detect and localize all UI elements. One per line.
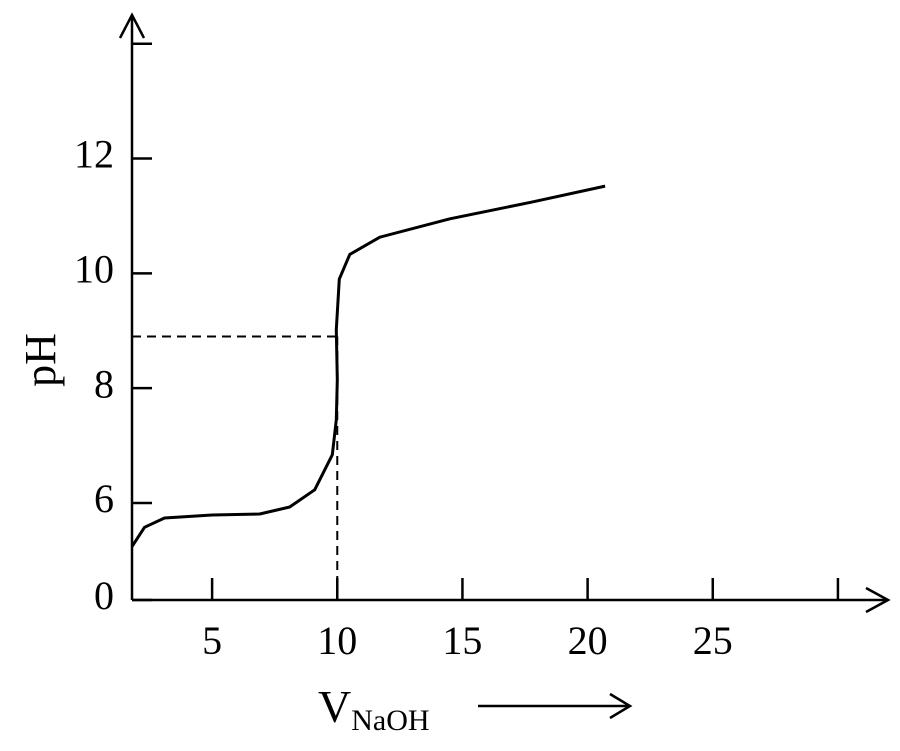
y-axis-arrow xyxy=(118,12,146,39)
x-axis-label-main: V xyxy=(318,681,351,732)
x-tick-label: 20 xyxy=(568,618,608,663)
axes xyxy=(118,12,891,720)
x-axis-label: VNaOH xyxy=(318,681,430,737)
x-tick-label: 15 xyxy=(442,618,482,663)
y-tick-label: 12 xyxy=(74,132,114,177)
x-tick-label: 10 xyxy=(317,618,357,663)
y-tick-label: 0 xyxy=(94,573,114,618)
x-axis-arrow xyxy=(865,586,891,614)
x-axis-label-sub: NaOH xyxy=(351,704,429,737)
y-tick-label: 6 xyxy=(94,476,114,521)
y-tick-label: 8 xyxy=(94,361,114,406)
y-tick-label: 10 xyxy=(74,247,114,292)
x-tick-label: 25 xyxy=(693,618,733,663)
y-axis-label: pH xyxy=(16,333,65,387)
x-label-arrow-head xyxy=(609,692,633,720)
x-tick-label: 5 xyxy=(202,618,222,663)
titration-curve xyxy=(130,184,606,548)
